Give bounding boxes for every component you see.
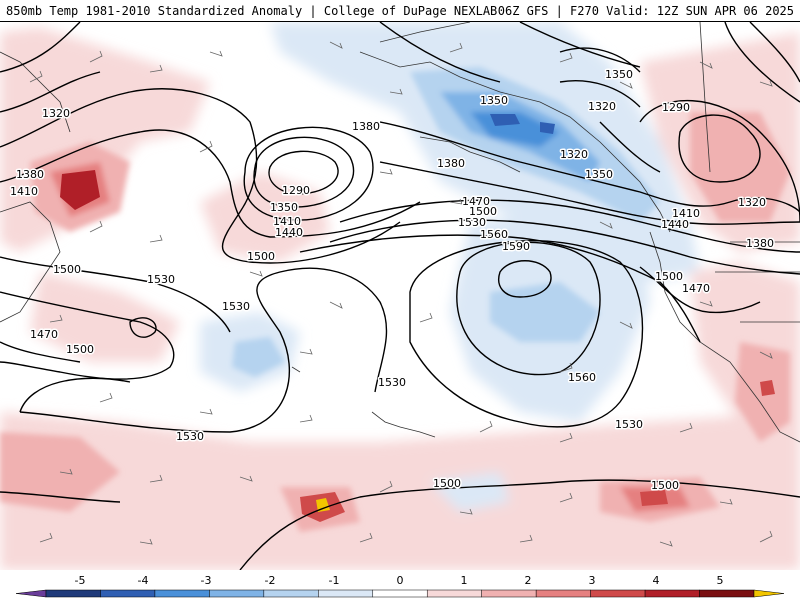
alaska-coast	[359, 51, 671, 233]
contour-label: 1500	[433, 477, 461, 490]
contour-label: 1500	[66, 343, 94, 356]
contour-1530	[409, 240, 644, 428]
scale-tick-label: 1	[461, 574, 468, 587]
scale-tick-label: 2	[525, 574, 532, 587]
contour-label: 1470	[30, 328, 58, 341]
weather-map: 1320 1380 1410 1380 1290 1350 1410 1440 …	[0, 22, 800, 570]
scale-tick-label: 0	[397, 574, 404, 587]
height-contours	[0, 22, 800, 570]
contour-label: 1350	[480, 94, 508, 107]
contour-label: 1500	[53, 263, 81, 276]
strong-warm-core	[60, 170, 100, 210]
scale-swatch	[15, 589, 47, 598]
contour-label: 1290	[282, 184, 310, 197]
contour-label: 1350	[605, 68, 633, 81]
scale-swatch	[644, 589, 700, 598]
contour-label: 1350	[585, 168, 613, 181]
contour-label: 1380	[746, 237, 774, 250]
contour-1290	[268, 150, 339, 195]
scale-swatch	[699, 589, 755, 598]
contour-1590	[498, 260, 552, 298]
contour-label: 1290	[662, 101, 690, 114]
contour-label: 1500	[469, 205, 497, 218]
contour-1560	[456, 241, 601, 376]
scale-swatch	[426, 589, 482, 598]
contour-label: 1560	[568, 371, 596, 384]
scale-swatch	[481, 589, 537, 598]
warm-anomaly-south	[0, 412, 800, 570]
scale-swatch	[753, 589, 785, 598]
asia-coast	[0, 201, 61, 323]
contour-label: 1530	[147, 273, 175, 286]
contour-label: 1380	[437, 157, 465, 170]
contour-label: 1590	[502, 240, 530, 253]
contour-label: 1440	[661, 218, 689, 231]
color-scale-bar: -5 -4 -3 -2 -1 0 1 2 3 4 5	[0, 570, 800, 600]
wind-barbs	[29, 41, 773, 547]
contour-label: 1500	[651, 479, 679, 492]
contour-label: 1560	[480, 228, 508, 241]
scale-swatch	[372, 589, 428, 598]
scale-swatch	[209, 589, 265, 598]
scale-swatch	[318, 589, 374, 598]
scale-tick-label: 3	[589, 574, 596, 587]
scale-tick-label: -1	[329, 574, 340, 587]
contour-label: 1500	[655, 270, 683, 283]
contour-label: 1410	[672, 207, 700, 220]
scale-tick-label: -3	[201, 574, 212, 587]
scale-swatch	[535, 589, 591, 598]
scale-tick-label: 5	[717, 574, 724, 587]
scale-swatch	[263, 589, 319, 598]
colorbar-ticks: -5 -4 -3 -2 -1 0 1 2 3 4 5	[75, 574, 724, 587]
contour-1530-south	[19, 267, 388, 433]
contour-label: 1380	[16, 168, 44, 181]
scale-tick-label: -4	[138, 574, 149, 587]
contour-label: 1530	[378, 376, 406, 389]
scale-tick-label: 4	[653, 574, 660, 587]
scale-swatch	[45, 589, 101, 598]
contour-label: 1320	[738, 196, 766, 209]
contour-label: 1320	[42, 107, 70, 120]
contour-label: 1470	[462, 195, 490, 208]
contour-labels: 1320 1380 1410 1380 1290 1350 1410 1440 …	[9, 67, 776, 494]
contour-label: 1320	[588, 100, 616, 113]
contour-label: 1530	[458, 216, 486, 229]
scale-tick-label: -5	[75, 574, 86, 587]
contour-label: 1410	[273, 215, 301, 228]
contour-label: 1320	[560, 148, 588, 161]
scale-swatch	[100, 589, 156, 598]
scale-swatch	[590, 589, 646, 598]
scale-tick-label: -2	[265, 574, 276, 587]
contour-1500-south	[239, 479, 800, 570]
contour-label: 1380	[352, 120, 380, 133]
contour-label: 1500	[247, 250, 275, 263]
contour-label: 1470	[682, 282, 710, 295]
contour-label: 1530	[176, 430, 204, 443]
colorbar-swatches	[15, 589, 785, 598]
contour-label: 1410	[10, 185, 38, 198]
contour-label: 1350	[270, 201, 298, 214]
model-run-info: 06Z GFS | F270 Valid: 12Z SUN APR 06 202…	[497, 4, 794, 18]
contour-label: 1530	[615, 418, 643, 431]
contour-label: 1440	[275, 226, 303, 239]
map-title: 850mb Temp 1981-2010 Standardized Anomal…	[6, 4, 498, 18]
contour-label: 1530	[222, 300, 250, 313]
map-header: 850mb Temp 1981-2010 Standardized Anomal…	[0, 0, 800, 22]
scale-swatch	[154, 589, 210, 598]
